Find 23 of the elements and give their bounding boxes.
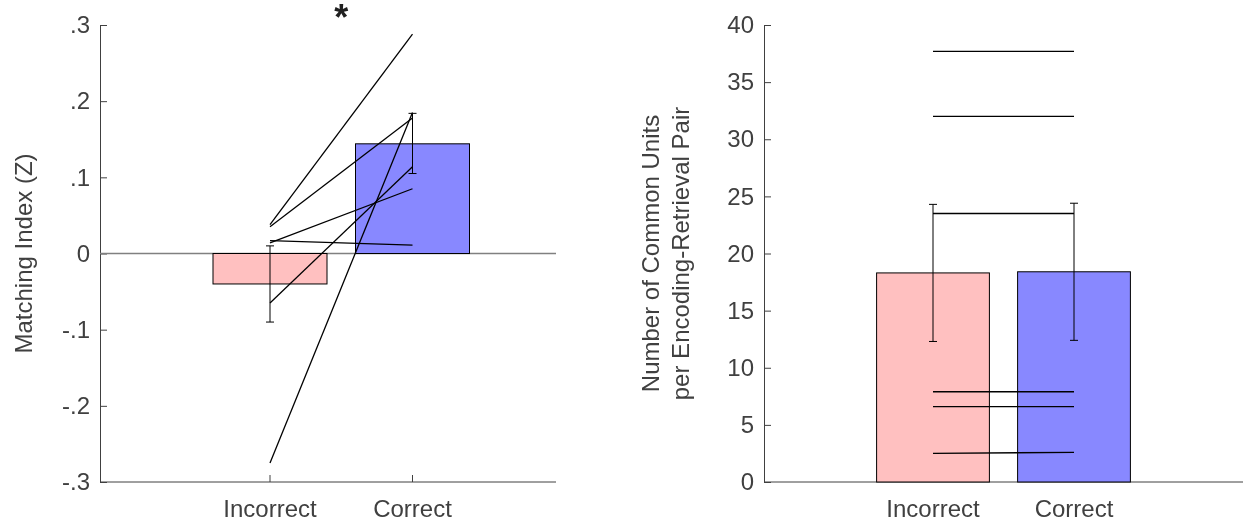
annotation: * [334, 0, 349, 38]
y-tick-label: 0 [740, 468, 754, 496]
x-tick-label: Correct [373, 495, 453, 522]
y-tick-label: .3 [69, 11, 90, 39]
y-tick-label: 0 [76, 239, 90, 267]
x-tick-label: Correct [1034, 495, 1114, 522]
y-tick-label: 40 [727, 11, 754, 39]
y-tick-label: -.1 [61, 315, 90, 343]
y-tick-label: 10 [727, 353, 754, 381]
y-tick-label: 15 [727, 296, 754, 324]
x-tick-label: Incorrect [886, 495, 981, 522]
y-tick-label: 35 [727, 68, 754, 96]
y-tick-label: .2 [69, 87, 90, 115]
y-tick-label: 5 [740, 411, 754, 439]
y-tick-label: 25 [727, 182, 754, 210]
y-axis-title: Matching Index (Z) [10, 153, 37, 354]
x-tick-label: Incorrect [223, 495, 318, 522]
y-tick-label: 20 [727, 239, 754, 267]
y-tick-label: -.2 [61, 392, 90, 420]
y-tick-label: .1 [69, 163, 90, 191]
y-tick-label: 30 [727, 125, 754, 153]
y-axis-title: Number of Common Units per Encoding-Retrieval Pair [637, 106, 694, 401]
y-tick-label: -.3 [61, 468, 90, 496]
